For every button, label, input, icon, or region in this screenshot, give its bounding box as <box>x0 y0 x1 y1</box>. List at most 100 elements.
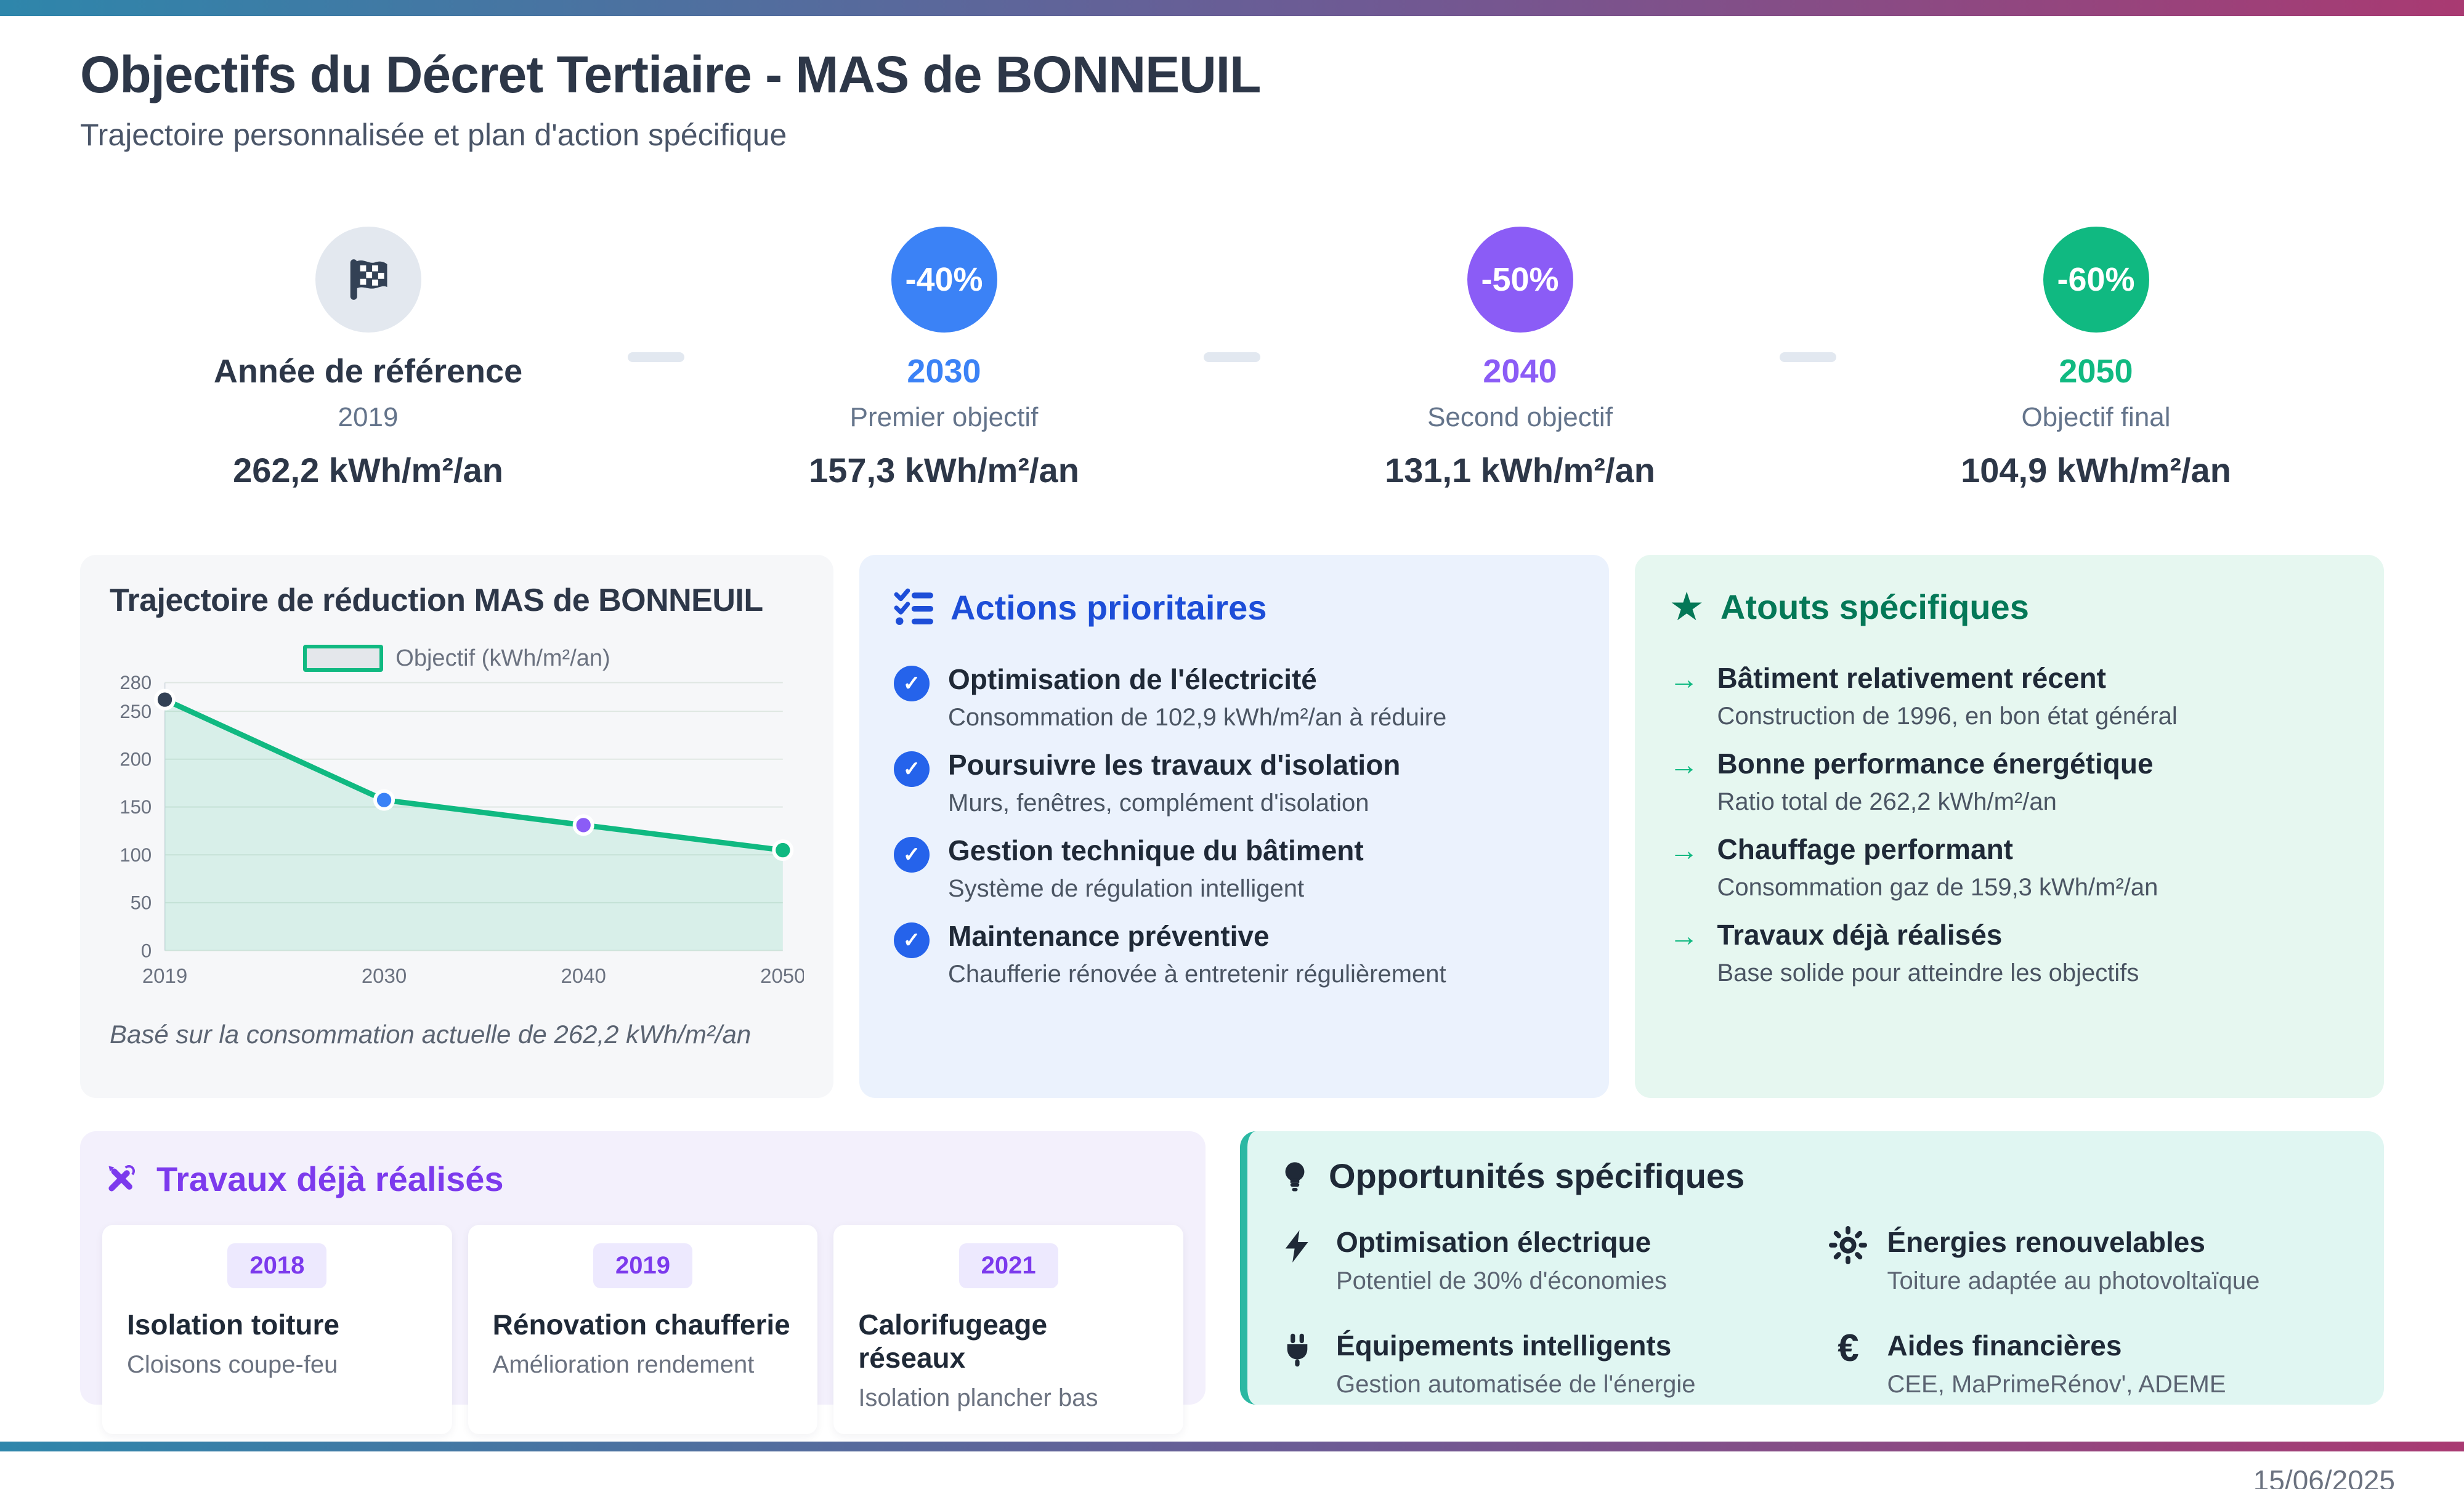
panel-title: Travaux déjà réalisés <box>156 1159 504 1198</box>
milestone-circle: -40% <box>891 227 997 333</box>
strength-desc: Construction de 1996, en bon état généra… <box>1717 703 2178 730</box>
work-card: 2019 Rénovation chaufferie Amélioration … <box>468 1225 818 1435</box>
action-title: Poursuivre les travaux d'isolation <box>948 749 1401 781</box>
milestone-label: 2040 <box>1483 353 1557 390</box>
actions-list: ✓ Optimisation de l'électricité Consomma… <box>894 663 1574 988</box>
strength-item: → Bâtiment relativement récent Construct… <box>1669 662 2350 730</box>
works-cards: 2018 Isolation toiture Cloisons coupe-fe… <box>102 1225 1183 1435</box>
svg-text:50: 50 <box>131 892 152 914</box>
milestone-label: Année de référence <box>213 353 523 390</box>
arrow-right-icon: → <box>1669 749 1699 782</box>
bottom-panels-row: Travaux déjà réalisés 2018 Isolation toi… <box>80 1131 2384 1435</box>
opportunity-item: Équipements intelligents Gestion automat… <box>1277 1330 1804 1398</box>
action-item: ✓ Optimisation de l'électricité Consomma… <box>894 663 1574 732</box>
arrow-right-icon: → <box>1669 663 1699 696</box>
work-desc: Isolation plancher bas <box>858 1384 1098 1412</box>
header: Objectifs du Décret Tertiaire - MAS de B… <box>80 46 2384 153</box>
action-desc: Chaufferie rénovée à entretenir régulièr… <box>948 961 1446 988</box>
strength-title: Travaux déjà réalisés <box>1717 919 2003 951</box>
legend-swatch <box>303 645 384 672</box>
svg-text:200: 200 <box>120 749 152 770</box>
opportunity-item: € Aides financières CEE, MaPrimeRénov', … <box>1828 1326 2354 1398</box>
work-title: Calorifugeage réseaux <box>858 1309 1048 1374</box>
timeline-connector <box>628 352 684 363</box>
check-circle-icon: ✓ <box>894 666 930 702</box>
action-title: Gestion technique du bâtiment <box>948 834 1364 867</box>
opportunity-desc: Gestion automatisée de l'énergie <box>1335 1370 1696 1398</box>
lightbulb-icon <box>1285 1162 1305 1192</box>
action-desc: Consommation de 102,9 kWh/m²/an à réduir… <box>948 704 1447 732</box>
opportunity-title: Optimisation électrique <box>1335 1226 1651 1259</box>
priority-actions-panel: Actions prioritaires ✓ Optimisation de l… <box>859 555 1609 1099</box>
milestone-sublabel: Premier objectif <box>849 402 1039 433</box>
action-title: Optimisation de l'électricité <box>948 663 1317 696</box>
arrow-right-icon: → <box>1669 834 1699 868</box>
opportunities-grid: Optimisation électrique Potentiel de 30%… <box>1277 1226 2354 1398</box>
milestone-2040: -50% 2040 Second objectif 131,1 kWh/m²/a… <box>1232 227 1808 490</box>
svg-text:280: 280 <box>120 672 152 694</box>
work-title: Rénovation chaufferie <box>492 1309 790 1341</box>
svg-text:2050: 2050 <box>760 965 804 988</box>
objectives-timeline: Année de référence 2019 262,2 kWh/m²/an … <box>80 227 2384 490</box>
milestone-value: 131,1 kWh/m²/an <box>1385 451 1655 490</box>
milestone-sublabel: Objectif final <box>2021 402 2171 433</box>
action-title: Maintenance préventive <box>948 920 1270 953</box>
check-circle-icon: ✓ <box>894 837 930 873</box>
milestone-2030: -40% 2030 Premier objectif 157,3 kWh/m²/… <box>656 227 1232 490</box>
chart-legend: Objectif (kWh/m²/an) <box>110 645 804 672</box>
opportunity-desc: Potentiel de 30% d'économies <box>1335 1267 1667 1294</box>
milestone-value: 157,3 kWh/m²/an <box>809 451 1079 490</box>
opportunities-panel: Opportunités spécifiques Optimisation él… <box>1239 1131 2384 1405</box>
year-badge: 2019 <box>593 1243 692 1289</box>
euro-icon: € <box>1838 1326 1859 1370</box>
footer-date: 15/06/2025 <box>2253 1464 2395 1489</box>
panel-title: Atouts spécifiques <box>1720 587 2029 626</box>
action-item: ✓ Poursuivre les travaux d'isolation Mur… <box>894 749 1574 817</box>
chart-title: Trajectoire de réduction MAS de BONNEUIL <box>110 583 763 619</box>
strength-desc: Consommation gaz de 159,3 kWh/m²/an <box>1717 874 2158 902</box>
page-title: Objectifs du Décret Tertiaire - MAS de B… <box>80 46 1261 103</box>
milestone-value: 104,9 kWh/m²/an <box>1961 451 2231 490</box>
work-title: Isolation toiture <box>127 1309 339 1341</box>
panel-header: ★ Atouts spécifiques <box>1669 587 2350 626</box>
svg-text:2019: 2019 <box>142 965 187 988</box>
reduction-badge: -50% <box>1481 261 1559 299</box>
strength-title: Chauffage performant <box>1717 833 2013 866</box>
milestone-reference-2019: Année de référence 2019 262,2 kWh/m²/an <box>80 227 656 490</box>
panel-header: Travaux déjà réalisés <box>102 1160 1183 1198</box>
opportunity-title: Aides financières <box>1887 1329 2122 1362</box>
strength-desc: Ratio total de 262,2 kWh/m²/an <box>1717 788 2057 816</box>
work-desc: Cloisons coupe-feu <box>127 1351 338 1379</box>
strength-item: → Bonne performance énergétique Ratio to… <box>1669 748 2350 816</box>
opportunity-item: Énergies renouvelables Toiture adaptée a… <box>1828 1226 2354 1295</box>
action-item: ✓ Gestion technique du bâtiment Système … <box>894 834 1574 903</box>
trajectory-line-chart: 0 50 100 150 200 250 280 2019 2030 2040 2050 <box>120 672 805 988</box>
action-desc: Murs, fenêtres, complément d'isolation <box>948 789 1369 817</box>
work-card: 2018 Isolation toiture Cloisons coupe-fe… <box>102 1225 452 1435</box>
timeline-connector <box>1204 352 1260 363</box>
completed-works-panel: Travaux déjà réalisés 2018 Isolation toi… <box>80 1131 1206 1435</box>
milestone-value: 262,2 kWh/m²/an <box>233 451 503 490</box>
strength-title: Bâtiment relativement récent <box>1717 662 2106 695</box>
trajectory-chart-panel: Trajectoire de réduction MAS de BONNEUIL… <box>80 555 833 1099</box>
opportunity-desc: Toiture adaptée au photovoltaïque <box>1887 1267 2260 1294</box>
main-panels-row: Trajectoire de réduction MAS de BONNEUIL… <box>80 555 2384 1099</box>
check-circle-icon: ✓ <box>894 922 930 959</box>
legend-label: Objectif (kWh/m²/an) <box>395 645 610 671</box>
year-badge: 2018 <box>227 1243 327 1289</box>
opportunity-title: Équipements intelligents <box>1335 1329 1672 1362</box>
milestone-2050: -60% 2050 Objectif final 104,9 kWh/m²/an <box>1808 227 2384 490</box>
action-desc: Système de régulation intelligent <box>948 875 1305 903</box>
sun-icon <box>1828 1226 1868 1295</box>
strength-item: → Travaux déjà réalisés Base solide pour… <box>1669 919 2350 987</box>
reduction-badge: -40% <box>905 261 983 299</box>
milestone-label: 2030 <box>907 353 981 390</box>
panel-header: Opportunités spécifiques <box>1277 1157 2354 1195</box>
check-circle-icon: ✓ <box>894 751 930 788</box>
svg-text:100: 100 <box>120 844 152 866</box>
milestone-circle: -50% <box>1467 227 1573 333</box>
work-desc: Amélioration rendement <box>492 1351 755 1379</box>
page-subtitle: Trajectoire personnalisée et plan d'acti… <box>80 118 787 153</box>
bolt-icon <box>1277 1226 1318 1295</box>
